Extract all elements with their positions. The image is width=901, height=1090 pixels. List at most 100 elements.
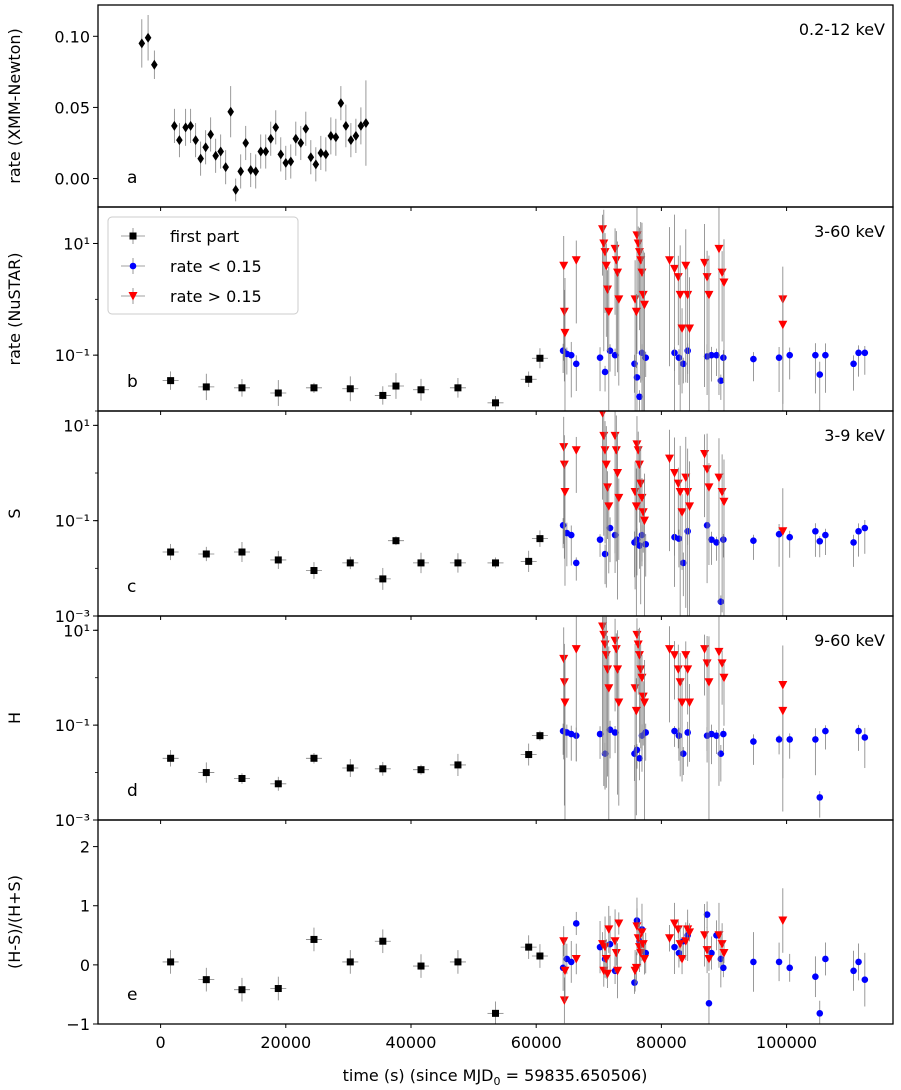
data-point [631,502,641,511]
panel-frame [97,819,894,1025]
data-point [775,958,783,966]
data-point [604,925,614,934]
data-point [671,943,678,951]
y-tick-label: 10⁻¹ [55,346,90,365]
data-point [346,958,354,966]
data-point [601,550,609,558]
data-point [670,469,680,478]
y-tick-label: 1 [80,897,90,916]
data-point [282,157,290,168]
data-point [855,349,862,357]
data-point [167,548,175,556]
data-point [352,130,360,141]
data-point [633,374,641,381]
data-point [302,123,310,134]
data-point [708,730,715,738]
data-point [638,290,648,300]
data-point [202,769,210,777]
y-tick-label: 10¹ [63,621,90,640]
data-point [720,354,727,362]
data-point [379,575,387,583]
data-point [775,530,783,538]
data-point [613,469,623,478]
panel-d: 10⁻³ 10⁻¹ 10¹ 9-60 keV d H [5,615,894,830]
data-point [257,146,265,157]
data-point [638,692,648,702]
data-point [714,647,724,657]
data-point [572,920,580,927]
data-point [599,630,609,640]
data-point [633,446,643,455]
data-point [346,764,354,772]
data-point [639,516,649,526]
data-point [559,307,569,317]
data-point [151,59,158,70]
data-point [673,479,683,489]
data-point [222,162,230,173]
data-point [262,146,270,157]
y-tick-label: 0 [80,956,90,975]
data-point [714,244,724,254]
data-point [347,135,355,146]
data-point [536,952,544,960]
data-point [272,122,280,133]
data-point [850,360,857,368]
data-point [816,1010,824,1017]
data-point [713,351,720,359]
data-point [708,351,715,359]
series-first-part [162,730,548,791]
data-point [677,324,687,334]
data-point [317,147,325,158]
data-point [559,678,569,687]
series-xmm [138,14,370,202]
data-point [274,556,282,564]
data-point [700,450,710,459]
data-point [559,460,569,470]
data-point [677,954,687,964]
data-point [631,963,641,973]
data-point [559,654,569,664]
data-point [614,919,624,928]
x-tick-label: 20000 [260,1033,311,1052]
panel-b: 10⁻¹ 10¹ 3-60 keV b rate (NuSTAR) [5,206,894,415]
data-point [560,328,570,338]
data-point [816,371,824,378]
data-point [665,934,675,943]
data-point [332,132,340,143]
data-point [685,928,695,937]
data-point [717,598,725,605]
data-point [144,32,152,43]
data-point [274,780,282,788]
data-point [600,640,610,650]
data-point [703,911,711,918]
data-point [750,738,757,745]
data-point [417,962,425,970]
data-point [379,765,387,773]
data-point [673,273,683,282]
data-point [596,354,604,362]
data-point [702,465,712,474]
data-point [536,535,544,543]
data-point [167,377,175,385]
data-point [714,931,724,940]
data-point [855,527,862,535]
plot-area-c [162,411,869,616]
data-point [679,750,687,757]
series-rate-0-15 [559,888,788,1024]
data-point [274,985,282,993]
data-point [567,351,575,359]
plot-area-a [138,14,370,202]
x-axis-label: time (s) (since MJD0 = 59835.650506) [343,1066,648,1088]
data-point [559,261,569,271]
data-point [631,979,638,986]
data-point [704,954,714,964]
data-point [675,678,685,687]
data-point [812,527,819,535]
legend-marker [129,262,137,270]
data-point [202,142,209,153]
data-point [327,130,335,141]
data-point [673,665,683,674]
data-point [714,473,724,483]
legend-marker [128,292,138,301]
plot-area-d [162,616,869,820]
